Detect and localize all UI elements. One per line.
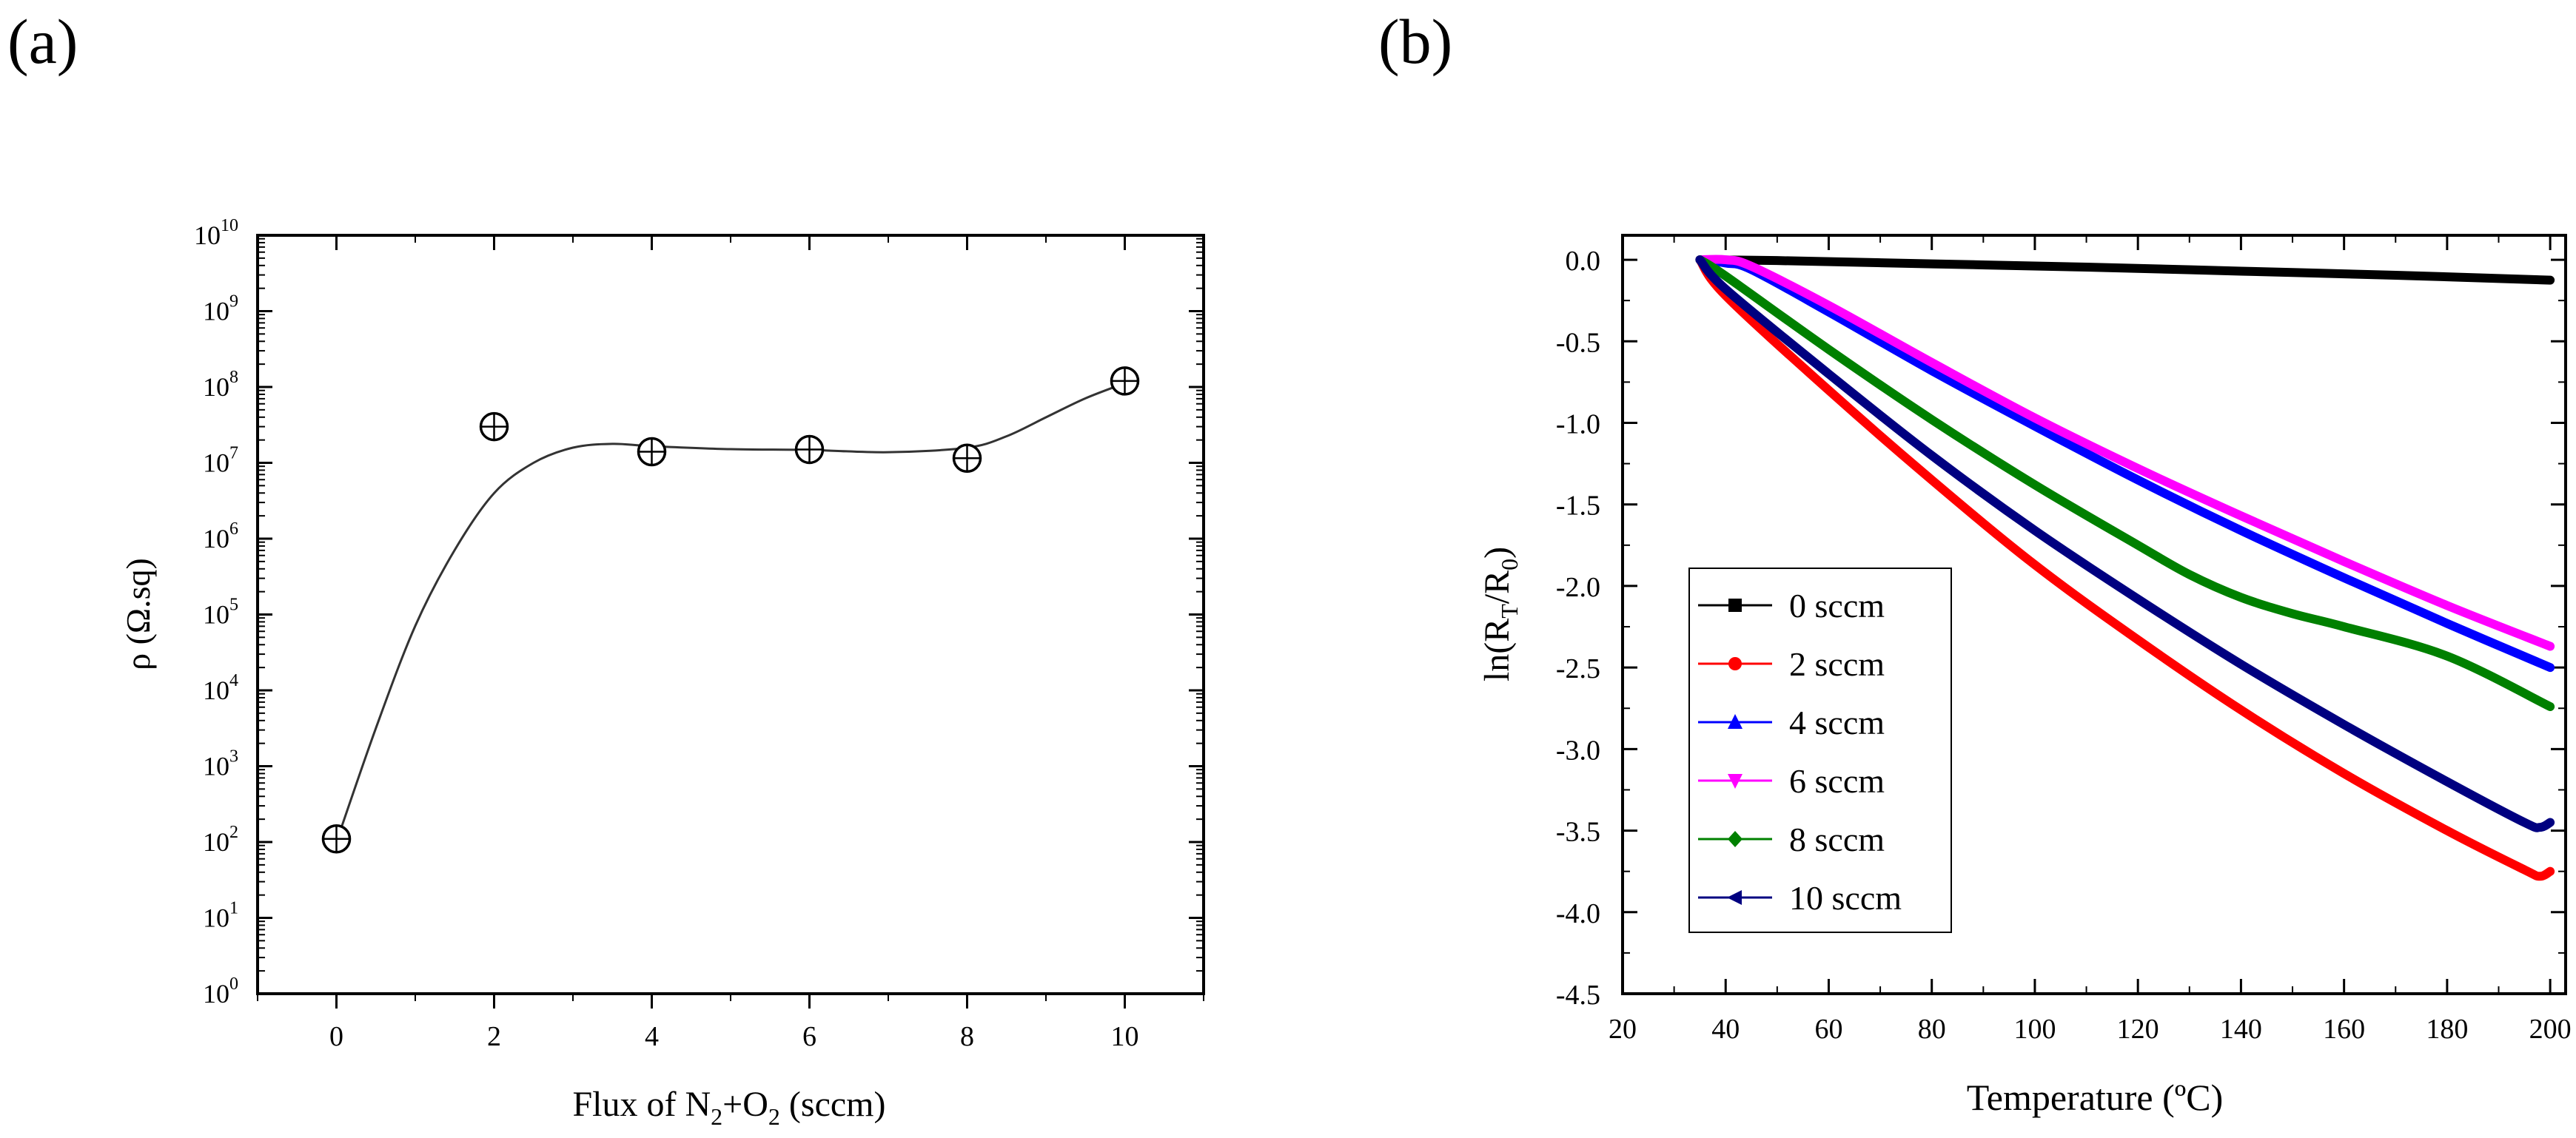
legend-item: 4 sccm [1698,704,1885,741]
x-tick-label: 100 [2013,1014,2056,1045]
y-tick-label: 108 [203,368,238,402]
series-line-6-sccm [1695,255,2555,651]
x-tick-label: 180 [2426,1014,2468,1045]
data-point [1110,366,1140,396]
y-tick-label: -0.5 [1556,327,1600,358]
data-point [794,434,825,465]
y-tick-label: 103 [203,747,238,781]
legend-marker [1727,890,1742,905]
legend-label: 6 sccm [1789,762,1885,800]
y-tick-label: 109 [203,292,238,326]
legend-item: 0 sccm [1698,587,1885,624]
series-line-0-sccm [1695,255,2555,285]
y-tick-label: -3.5 [1556,817,1600,848]
chart-a-fit-curve [335,382,1126,843]
legend-marker [1728,831,1743,847]
y-tick-label: 101 [203,899,238,933]
y-tick-label: -4.0 [1556,898,1600,929]
chart-b-legend: 0 sccm 2 sccm 4 sccm 6 sccm 8 sccm 10 sccm [1688,568,1952,933]
y-tick-label: 107 [203,444,238,478]
y-tick-label: -1.0 [1556,408,1600,440]
chart-b-x-tick-labels: 20 40 60 80 100 120 140 160 180 200 [1609,1014,2572,1045]
data-point [637,437,667,467]
legend-marker [1728,657,1742,670]
legend-marker [1728,714,1743,729]
chart-a: 100 101 102 103 104 105 106 107 108 109 1010 0 2 4 6 8… [119,216,1205,1130]
x-tick-label: 10 [1111,1021,1139,1052]
legend-item: 6 sccm [1698,762,1885,800]
y-tick-label: -2.0 [1556,572,1600,603]
legend-item: 10 sccm [1698,879,1902,917]
series-line-10-sccm [1695,255,2555,832]
legend-box [1688,568,1952,933]
y-tick-label: 100 [203,974,238,1009]
chart-b-x-axis-label: Temperature (ºC) [1967,1077,2224,1118]
x-tick-label: 4 [645,1021,659,1052]
x-tick-label: 200 [2529,1014,2572,1045]
y-tick-label: -2.5 [1556,653,1600,684]
data-point [479,411,509,442]
chart-b-y-tick-labels: 0.0 -0.5 -1.0 -1.5 -2.0 -2.5 -3.0 -3.5 -4.0 -4.5 [1556,246,1600,1011]
x-tick-label: 80 [1918,1014,1946,1045]
legend-label: 2 sccm [1789,645,1885,683]
chart-b: 0.0-0.5-1.0-1.5-2.0-2.5-3.0-3.5-4.0-4.5 … [1477,234,2572,1118]
y-tick-label: -3.0 [1556,735,1600,766]
y-tick-label: -1.5 [1556,491,1600,522]
x-tick-label: 2 [487,1021,501,1052]
y-tick-label: -4.5 [1556,980,1600,1011]
panel-b-label: (b) [1378,6,1453,77]
x-tick-label: 140 [2220,1014,2262,1045]
chart-a-y-axis-label: ρ (Ω.sq) [119,558,157,670]
legend-marker [1728,599,1742,612]
y-tick-label: 106 [203,519,238,553]
chart-b-series [1695,255,2555,881]
legend-label: 10 sccm [1789,879,1902,917]
chart-a-ticks [257,234,1204,1009]
y-tick-label: 104 [203,671,238,705]
x-tick-label: 160 [2323,1014,2365,1045]
y-tick-label: 1010 [194,216,238,250]
series-line-8-sccm [1695,255,2555,712]
y-tick-label: 0.0 [1566,246,1601,277]
x-tick-label: 8 [960,1021,974,1052]
x-tick-label: 6 [802,1021,816,1052]
x-tick-label: 60 [1814,1014,1842,1045]
panel-a-label: (a) [7,6,78,77]
chart-a-plot-frame [256,234,1205,995]
x-tick-label: 40 [1711,1014,1740,1045]
data-point [952,443,982,474]
legend-label: 0 sccm [1789,587,1885,624]
x-tick-label: 0 [329,1021,343,1052]
y-tick-label: 105 [203,596,238,630]
chart-b-y-axis-label: ln(RT/R0) [1477,547,1523,681]
legend-item: 8 sccm [1698,821,1885,858]
chart-a-x-axis-label: Flux of N2+O2 (sccm) [572,1085,885,1130]
legend-label: 4 sccm [1789,704,1885,741]
chart-b-plot-frame [1621,234,2567,995]
x-tick-label: 20 [1609,1014,1637,1045]
legend-item: 2 sccm [1698,645,1885,683]
legend-label: 8 sccm [1789,821,1885,858]
x-tick-label: 120 [2117,1014,2159,1045]
chart-a-data-points [321,366,1140,854]
data-point [321,824,352,854]
y-tick-label: 102 [203,823,238,857]
chart-b-ticks [1621,235,2566,995]
legend-marker [1728,774,1743,789]
series-line-2-sccm [1695,255,2555,881]
chart-a-x-tick-labels: 0 2 4 6 8 10 [329,1021,1139,1052]
chart-a-y-tick-labels: 100 101 102 103 104 105 106 107 108 109 1010 [194,216,238,1009]
